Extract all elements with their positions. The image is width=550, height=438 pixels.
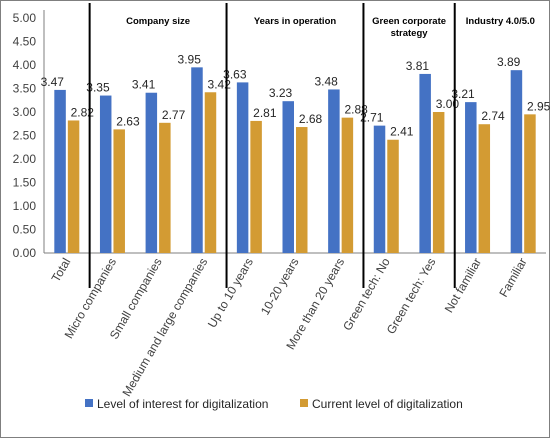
legend-swatch-current: [300, 399, 308, 407]
data-label: 3.95: [178, 52, 202, 66]
bar-interest: [419, 73, 431, 254]
bar-current: [432, 112, 445, 253]
y-tick-label: 4.50: [13, 35, 37, 49]
data-label: 2.82: [71, 105, 95, 119]
data-label: 3.81: [406, 59, 430, 73]
data-label: 3.21: [451, 87, 475, 101]
data-label: 2.74: [481, 109, 505, 123]
category-label: Not familiar: [442, 255, 484, 315]
bar-current: [341, 117, 354, 253]
category-label: Up to 10 years: [205, 256, 256, 331]
bar-current: [387, 139, 399, 253]
bar-interest: [282, 101, 294, 253]
category-label: Familiar: [496, 256, 529, 300]
bar-current: [296, 127, 308, 253]
group-title: Industry 4.0/5.0: [466, 16, 535, 27]
data-label: 2.81: [253, 106, 277, 120]
category-label: 10-20 years: [258, 256, 302, 318]
data-label: 3.89: [497, 55, 521, 69]
data-label: 3.47: [41, 75, 65, 89]
bar-interest: [145, 92, 158, 253]
group-title: Company size: [126, 16, 190, 27]
group-title: Green corporate: [372, 16, 446, 27]
y-tick-label: 3.50: [13, 82, 37, 96]
y-tick-label: 2.50: [13, 129, 37, 143]
bar-interest: [328, 89, 340, 253]
bar-current: [478, 124, 491, 253]
bar-interest: [191, 67, 203, 253]
y-tick-label: 1.00: [13, 199, 37, 213]
data-label: 2.95: [527, 99, 550, 113]
category-label: Green tech: No: [340, 255, 393, 333]
bar-current: [204, 92, 217, 253]
y-tick-label: 0.00: [13, 246, 37, 260]
data-label: 2.88: [344, 103, 368, 117]
group-title: Years in operation: [254, 16, 337, 27]
data-label: 3.41: [132, 78, 156, 92]
y-tick-label: 4.00: [13, 58, 37, 72]
category-label: Medium and large companies: [119, 256, 210, 399]
legend-swatch-interest: [85, 399, 93, 407]
y-tick-label: 0.50: [13, 223, 37, 237]
bar-current: [113, 129, 125, 253]
bar-current: [524, 114, 536, 253]
y-tick-label: 5.00: [13, 11, 37, 25]
bar-current: [250, 120, 262, 254]
category-label: Green tech: Yes: [384, 255, 439, 336]
bar-interest: [54, 89, 66, 253]
data-label: 3.63: [223, 67, 247, 81]
category-label: Total: [49, 256, 74, 285]
data-label: 3.48: [314, 74, 338, 88]
data-label: 2.63: [116, 114, 140, 128]
group-title: strategy: [391, 28, 429, 39]
data-label: 2.77: [162, 108, 186, 122]
y-tick-label: 2.00: [13, 152, 37, 166]
data-label: 2.41: [390, 125, 414, 139]
y-tick-label: 1.50: [13, 176, 37, 190]
bar-current: [159, 122, 171, 253]
data-label: 2.68: [299, 112, 323, 126]
bar-interest: [236, 82, 249, 253]
legend-label-interest: Level of interest for digitalization: [97, 397, 268, 411]
data-label: 3.42: [208, 77, 232, 91]
bar-interest: [99, 95, 112, 253]
data-label: 3.00: [436, 97, 460, 111]
bar-interest: [465, 102, 477, 253]
data-label: 3.23: [269, 86, 293, 100]
legend-label-current: Current level of digitalization: [312, 397, 463, 411]
bar-current: [67, 120, 80, 254]
data-label: 3.35: [86, 81, 110, 95]
bar-interest: [510, 70, 523, 253]
bar-interest: [373, 125, 386, 253]
y-tick-label: 3.00: [13, 105, 37, 119]
data-label: 2.71: [360, 111, 384, 125]
